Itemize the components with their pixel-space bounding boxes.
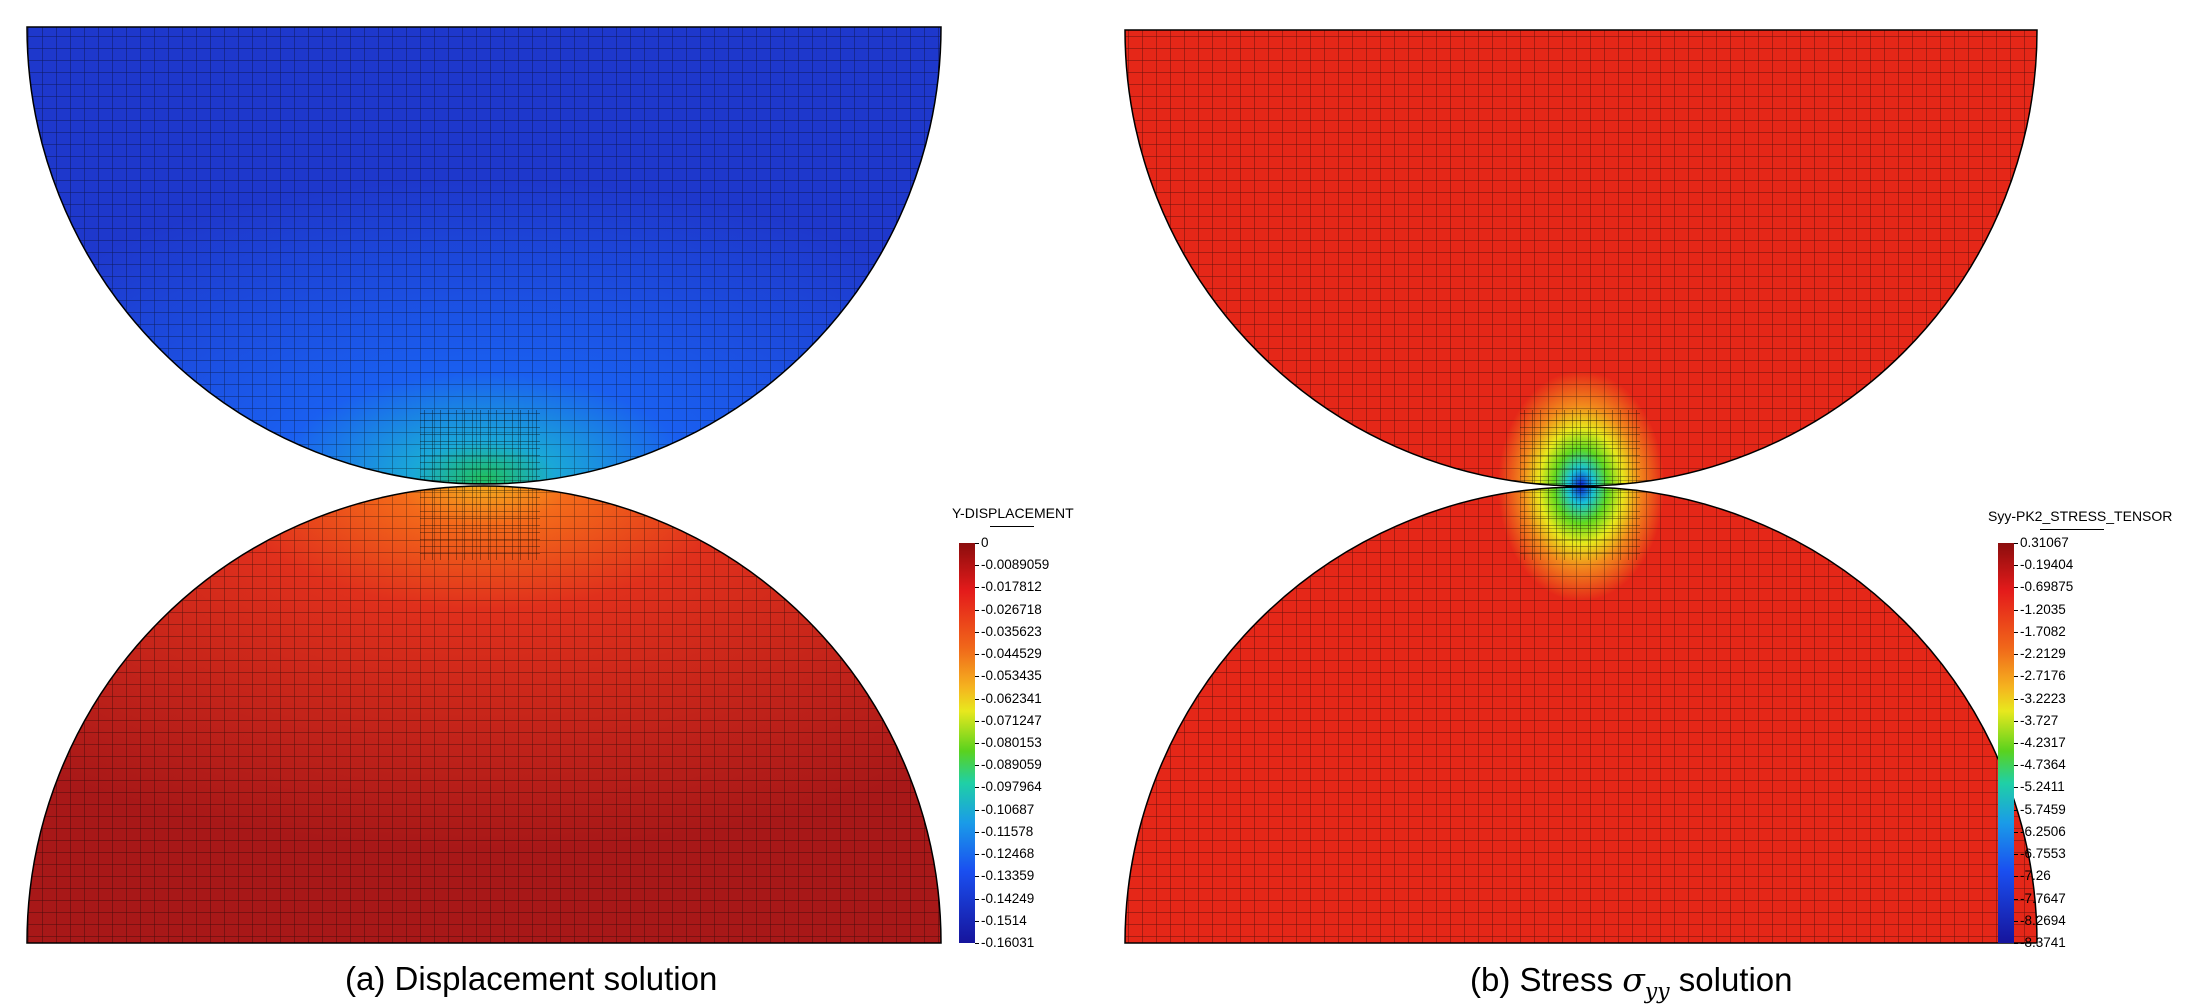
- legend-tick: [975, 631, 979, 633]
- legend-label: -0.69875: [2020, 579, 2074, 595]
- legend-tick: [975, 943, 979, 944]
- stress-mesh-plot: [1124, 29, 2038, 944]
- legend-label: -1.2035: [2020, 601, 2066, 617]
- displacement-mesh-plot: [26, 26, 942, 944]
- legend-label: -3.2223: [2020, 690, 2066, 706]
- legend-label: -5.2411: [2020, 779, 2065, 795]
- legend-label: -0.13359: [981, 868, 1035, 884]
- legend-label: -0.053435: [981, 668, 1042, 684]
- legend-tick: [975, 587, 979, 589]
- legend-tick: [2014, 943, 2018, 944]
- legend-tick: [975, 920, 979, 922]
- legend-label: -0.026718: [981, 601, 1042, 617]
- legend-label: -8.3741: [2020, 935, 2066, 950]
- colorbar-displacement: [959, 543, 975, 943]
- colorbar-stress: [1998, 543, 2014, 943]
- caption-stress-prefix: (b) Stress: [1470, 961, 1623, 998]
- legend-tick: [2014, 698, 2018, 700]
- legend-label: -3.727: [2020, 712, 2059, 728]
- legend-tick: [975, 654, 979, 656]
- legend-tick: [975, 854, 979, 856]
- legend-tick: [2014, 543, 2018, 544]
- legend-underline: [2040, 529, 2104, 530]
- legend-tick: [2014, 654, 2018, 656]
- legend-label: -0.035623: [981, 623, 1042, 639]
- legend-label: -7.7647: [2020, 890, 2066, 906]
- legend-label: -0.14249: [981, 890, 1035, 906]
- legend-tick: [2014, 920, 2018, 922]
- legend-tick: [975, 743, 979, 744]
- legend-tick: [2014, 898, 2018, 900]
- caption-stress-subscript: yy: [1644, 979, 1670, 1005]
- legend-label: -0.12468: [981, 846, 1035, 862]
- legend-tick: [975, 787, 979, 789]
- legend-label: -0.080153: [981, 735, 1042, 750]
- legend-label: -8.2694: [2020, 912, 2066, 928]
- legend-tick: [2014, 831, 2018, 833]
- legend-label: 0: [981, 535, 989, 550]
- legend-title-displacement: Y-DISPLACEMENT: [952, 505, 1074, 521]
- legend-label: -0.16031: [981, 935, 1035, 950]
- caption-displacement: (a) Displacement solution: [345, 960, 718, 997]
- legend-tick: [2014, 587, 2018, 589]
- legend-tick: [975, 831, 979, 833]
- legend-tick: [975, 876, 979, 878]
- legend-label: 0.31067: [2020, 535, 2069, 550]
- caption-stress: (b) Stress σyy solution: [1470, 960, 1793, 1005]
- legend-tick: [2014, 743, 2018, 744]
- legend-label: -0.1514: [981, 912, 1027, 928]
- legend-tick: [2014, 765, 2018, 767]
- legend-label: -0.097964: [981, 779, 1042, 795]
- legend-tick: [2014, 631, 2018, 633]
- legend-label: -0.062341: [981, 690, 1042, 706]
- caption-stress-suffix: solution: [1669, 961, 1793, 998]
- legend-tick: [975, 565, 979, 567]
- legend-tick: [2014, 609, 2018, 611]
- legend-tick: [975, 765, 979, 767]
- legend-tick: [975, 609, 979, 611]
- legend-title-stress: Syy-PK2_STRESS_TENSOR: [1988, 508, 2173, 524]
- legend-label: -4.7364: [2020, 757, 2066, 773]
- legend-tick: [975, 898, 979, 900]
- legend-tick: [975, 720, 979, 722]
- legend-label: -4.2317: [2020, 735, 2066, 750]
- legend-label: -0.19404: [2020, 557, 2074, 573]
- caption-stress-symbol: σ: [1622, 960, 1645, 999]
- upper-body-displacement: [27, 27, 941, 484]
- legend-label: -2.2129: [2020, 646, 2066, 662]
- legend-label: -0.11578: [981, 823, 1034, 839]
- legend-label: -2.7176: [2020, 668, 2066, 684]
- legend-label: -0.10687: [981, 801, 1035, 817]
- legend-tick: [2014, 565, 2018, 567]
- legend-tick: [2014, 676, 2018, 678]
- legend-label: -6.2506: [2020, 823, 2066, 839]
- panel-stress: Syy-PK2_STRESS_TENSOR 0.31067 -0.19404 -0.…: [1100, 0, 2200, 1005]
- legend-label: -0.044529: [981, 646, 1042, 662]
- legend-tick: [2014, 876, 2018, 878]
- legend-tick: [2014, 854, 2018, 856]
- legend-tick: [2014, 720, 2018, 722]
- legend-label: -0.017812: [981, 579, 1042, 595]
- legend-label: -0.071247: [981, 712, 1042, 728]
- panel-displacement: Y-DISPLACEMENT 0 -0.0089059 -0.017812 -0.02…: [0, 0, 1100, 999]
- legend-tick: [975, 676, 979, 678]
- legend-label: -7.26: [2020, 868, 2051, 884]
- legend-tick: [975, 809, 979, 811]
- legend-tick: [975, 543, 979, 544]
- legend-tick: [2014, 787, 2018, 789]
- legend-label: -0.0089059: [981, 557, 1050, 573]
- legend-tick: [2014, 809, 2018, 811]
- lower-body-displacement: [27, 486, 941, 943]
- legend-label: -1.7082: [2020, 623, 2066, 639]
- legend-tick: [975, 698, 979, 700]
- legend-label: -6.7553: [2020, 846, 2066, 862]
- legend-label: -5.7459: [2020, 801, 2066, 817]
- legend-underline: [990, 526, 1034, 527]
- legend-label: -0.089059: [981, 757, 1042, 773]
